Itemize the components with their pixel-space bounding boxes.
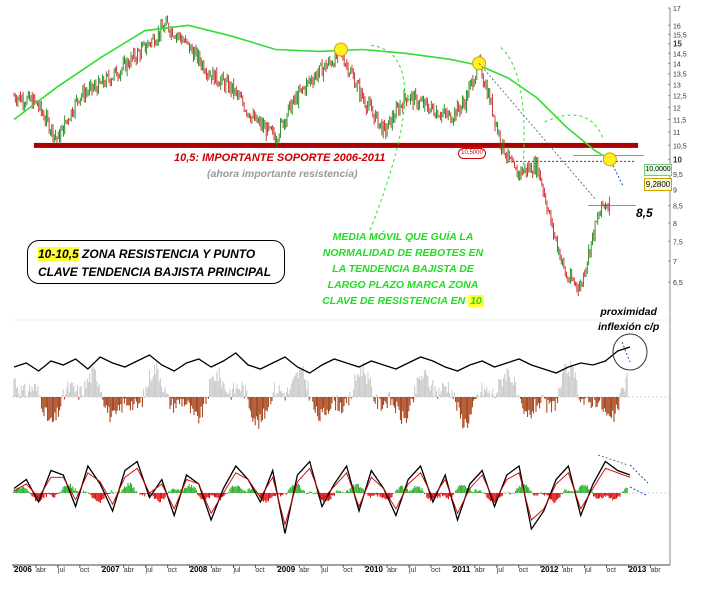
y-tick-label: 7 (673, 259, 677, 266)
y-tick-label: 6,5 (673, 280, 683, 287)
date-tick-label: 2012 (541, 565, 559, 574)
y-tick-label: 8,5 (673, 204, 683, 211)
y-tick-label: 13,5 (673, 72, 687, 79)
oscillator-2-arrows (629, 464, 649, 496)
y-tick-label: 7,5 (673, 239, 683, 246)
trend-lines (369, 44, 624, 231)
date-tick-label: jul (232, 567, 240, 574)
ma-note-line: NORMALIDAD DE REBOTES EN (322, 247, 484, 259)
date-tick-label: 2010 (365, 565, 383, 574)
zone-line1-text: ZONA RESISTENCIA Y PUNTO (78, 247, 256, 261)
proximity-annotation: proximidad inflexión c/p (598, 305, 659, 335)
oscillator-2-line (13, 460, 631, 534)
last-price-box: 9,2800 (644, 178, 672, 191)
ma-note-line: CLAVE DE RESISTENCIA EN 10 (303, 293, 503, 309)
date-tick-label: 2011 (453, 565, 471, 574)
y-tick-label: 10 (673, 155, 682, 164)
y-tick-label: 15 (673, 40, 682, 49)
y-tick-label: 10,5 (673, 143, 687, 150)
ma-note-line: LARGO PLAZO MARCA ZONA (327, 279, 479, 291)
downtrend-line (478, 63, 596, 200)
date-tick-label: jul (145, 567, 153, 574)
zone-callout-line1: 10-10,5 ZONA RESISTENCIA Y PUNTO (38, 245, 278, 263)
price-candles (13, 15, 610, 297)
moving-average-note: MEDIA MÓVIL QUE GUÍA LA NORMALIDAD DE RE… (303, 229, 503, 309)
date-tick-label: oct (80, 567, 89, 574)
date-tick-label: 2006 (14, 565, 32, 574)
date-tick-label: oct (168, 567, 177, 574)
date-tick-label: 2009 (277, 565, 295, 574)
upper-level-box: 10,0000 (644, 164, 672, 176)
date-tick-label: jul (57, 567, 65, 574)
inflection-arrow (621, 341, 631, 363)
date-tick-label: jul (496, 567, 504, 574)
y-tick-label: 9,5 (673, 172, 683, 179)
date-tick-label: jul (584, 567, 592, 574)
date-tick-label: abr (124, 567, 135, 574)
date-tick-label: abr (387, 567, 398, 574)
y-axis-ticks: 17 16 15,515 14,5 14 13,5 13 12,5 12 11,5 11 10,5 10… (668, 6, 687, 287)
date-tick-label: oct (255, 567, 264, 574)
date-tick-label: abr (563, 567, 574, 574)
highlight-point (602, 152, 617, 167)
y-tick-label: 8 (673, 221, 677, 228)
oscillator-1-line (13, 346, 631, 374)
oscillator-1 (12, 333, 670, 429)
y-tick-label: 12 (673, 105, 681, 112)
ma-note-line-text: CLAVE DE RESISTENCIA EN (322, 295, 466, 307)
red-level-box: 10,5000 (458, 148, 486, 159)
date-tick-label: abr (475, 567, 486, 574)
date-tick-label: 2013 (628, 565, 646, 574)
date-tick-label: oct (519, 567, 528, 574)
inflection-circle (612, 333, 648, 371)
oscillator-2 (12, 454, 670, 534)
y-tick-label: 11 (673, 130, 680, 137)
date-tick-label: abr (650, 567, 661, 574)
date-tick-label: oct (431, 567, 440, 574)
y-tick-label: 17 (673, 6, 681, 13)
support-line (34, 142, 638, 148)
zone-callout-line2: CLAVE TENDENCIA BAJISTA PRINCIPAL (38, 265, 272, 279)
zone-callout-box: 10-10,5 ZONA RESISTENCIA Y PUNTO CLAVE T… (27, 240, 285, 284)
date-axis: 2006 abr jul oct 2007 abr jul oct 2008 abr jul oct 2… (12, 564, 670, 574)
date-tick-label: jul (320, 567, 328, 574)
y-tick-label: 12,5 (673, 94, 687, 101)
date-tick-label: 2008 (190, 565, 208, 574)
date-tick-label: abr (36, 567, 47, 574)
date-tick-label: oct (343, 567, 352, 574)
y-tick-label: 14,5 (673, 51, 687, 58)
resistance-annotation: (ahora importante resistencia) (207, 168, 358, 180)
y-tick-label: 13 (673, 83, 681, 90)
ma-pointer-arrow (544, 114, 604, 138)
ma-pointer-arrow (369, 44, 406, 231)
moving-average-line (13, 24, 611, 160)
level-85-label: 8,5 (636, 206, 653, 220)
date-tick-label: oct (607, 567, 616, 574)
y-tick-label: 9 (673, 187, 677, 194)
y-tick-label: 16 (673, 23, 681, 30)
oscillator-2-trendline (597, 454, 629, 466)
date-tick-label: jul (408, 567, 416, 574)
ma-note-line: LA TENDENCIA BAJISTA DE (332, 263, 474, 275)
proximity-line1: proximidad (600, 306, 657, 318)
ma-note-line: MEDIA MÓVIL QUE GUÍA LA (332, 231, 474, 243)
highlight-point (334, 42, 348, 57)
y-tick-label: 11,5 (673, 117, 686, 124)
date-tick-label: abr (212, 567, 223, 574)
zone-highlight: 10-10,5 (38, 247, 79, 261)
oscillator-2-line (13, 467, 631, 527)
date-tick-label: abr (299, 567, 310, 574)
y-tick-label: 14 (673, 61, 681, 68)
support-annotation: 10,5: IMPORTANTE SOPORTE 2006-2011 (174, 152, 386, 164)
y-tick-label: 15,5 (673, 32, 687, 39)
date-tick-label: 2007 (102, 565, 120, 574)
proximity-line2: inflexión c/p (598, 321, 660, 333)
ma-pointer-arrow (500, 47, 525, 174)
ma-note-highlight: 10 (468, 295, 484, 307)
